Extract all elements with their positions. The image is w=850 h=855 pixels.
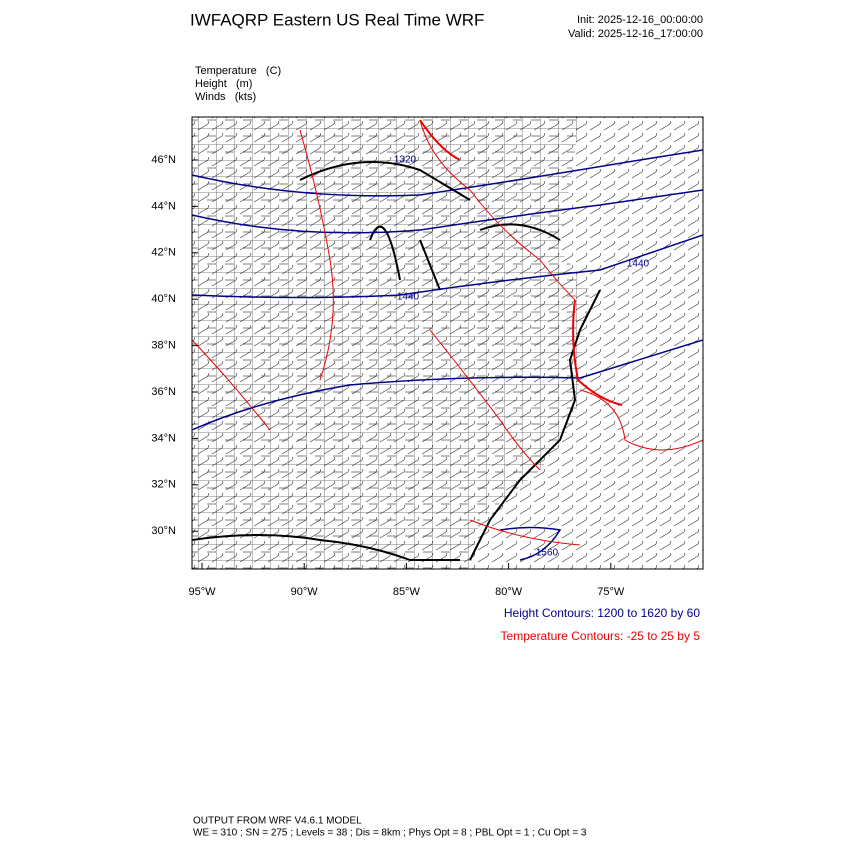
- lon-label: 75°W: [597, 586, 625, 598]
- field-list: Temperature (C)Height (m)Winds (kts): [195, 65, 281, 103]
- lat-label: 46°N: [151, 154, 176, 166]
- lon-label: 90°W: [291, 586, 319, 598]
- map-frame: [191, 116, 704, 570]
- contour-label: 1440: [397, 292, 420, 303]
- lat-label: 42°N: [151, 247, 176, 259]
- contour-label: 1560: [536, 548, 559, 559]
- temperature-contours: [192, 119, 703, 546]
- freezing-contour: [419, 119, 623, 406]
- field-label: Height (m): [195, 78, 252, 90]
- lat-label: 44°N: [151, 200, 176, 212]
- field-label: Temperature (C): [195, 65, 281, 77]
- lon-label: 80°W: [495, 586, 523, 598]
- lon-label: 85°W: [393, 586, 421, 598]
- map-body: [192, 117, 703, 569]
- field-label: Winds (kts): [195, 91, 256, 103]
- lat-label: 34°N: [151, 432, 176, 444]
- legend-entry: Height Contours: 1200 to 1620 by 60: [504, 606, 700, 620]
- lat-label: 32°N: [151, 479, 176, 491]
- legend: Height Contours: 1200 to 1620 by 60 Tempe…: [501, 606, 701, 643]
- valid-time: Valid: 2025-12-16_17:00:00: [568, 28, 703, 40]
- footer-line: WE = 310 ; SN = 275 ; Levels = 38 ; Dis …: [193, 828, 587, 839]
- contour-label: 1320: [394, 155, 417, 166]
- coastline: [192, 161, 601, 561]
- lat-label: 38°N: [151, 340, 176, 352]
- footer-line: OUTPUT FROM WRF V4.6.1 MODEL: [193, 816, 362, 827]
- title: IWFAQRP Eastern US Real Time WRF: [190, 10, 484, 29]
- init-time: Init: 2025-12-16_00:00:00: [577, 14, 703, 26]
- contour-label: 1440: [627, 259, 650, 270]
- height-contours: [192, 149, 703, 561]
- lat-label: 30°N: [151, 525, 176, 537]
- map-labels: 46°N 44°N 42°N 40°N 38°N 36°N 34°N 32°N 30°N 95°W…: [151, 154, 649, 598]
- lat-label: 40°N: [151, 293, 176, 305]
- lat-label: 36°N: [151, 386, 176, 398]
- lon-label: 95°W: [188, 586, 216, 598]
- legend-entry: Temperature Contours: -25 to 25 by 5: [501, 629, 701, 643]
